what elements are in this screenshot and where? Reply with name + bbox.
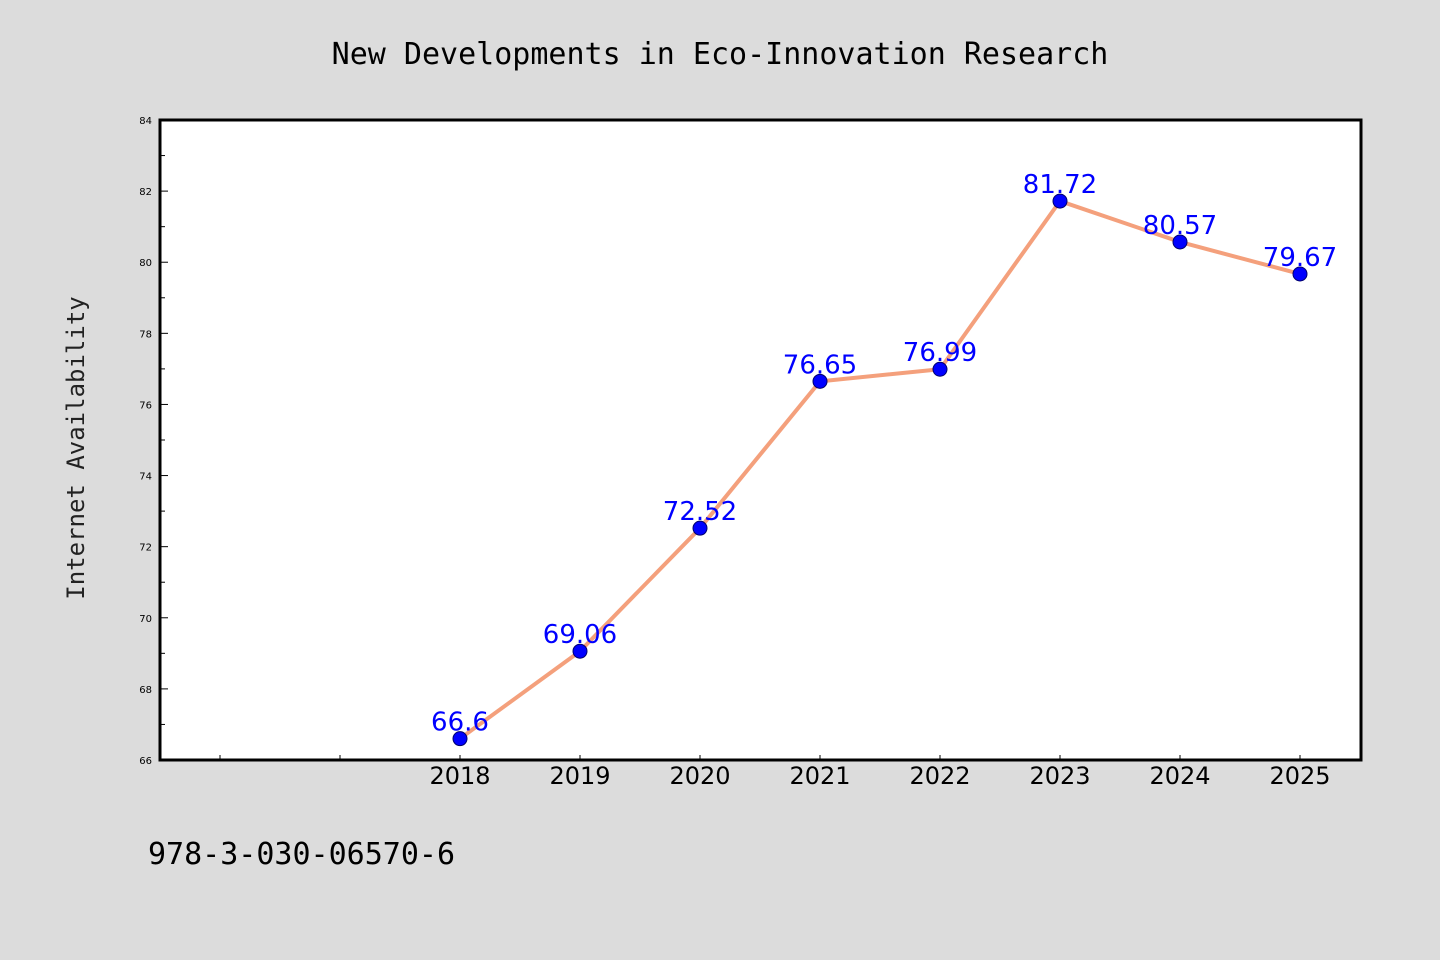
x-tick-label: 2023 [1029,762,1090,790]
data-label-layer: 66.6 69.06 72.52 76.65 76.99 81.72 80.57 79.67 [431,170,1337,738]
data-point [932,361,948,377]
plot-area [158,118,1363,762]
y-axis: 66 68 70 72 74 76 78 80 82 84 [139,116,168,767]
data-label: 79.67 [1263,243,1337,273]
data-label: 80.57 [1143,211,1217,241]
data-label: 69.06 [543,620,617,650]
data-label: 76.99 [903,338,977,368]
x-tick-label: 2022 [909,762,970,790]
data-point [1172,234,1188,250]
y-axis-label: Internet Availability [62,296,90,599]
y-tick-label: 74 [139,472,152,483]
data-point [1052,193,1068,209]
y-tick-label: 82 [139,187,152,198]
x-axis: 2018 2019 2020 2021 2022 2023 2024 2025 [219,755,1331,790]
x-tick-label: 2018 [429,762,490,790]
x-tick-label: 2020 [669,762,730,790]
x-tick-label: 2024 [1149,762,1210,790]
data-label: 72.52 [663,497,737,527]
y-tick-label: 72 [139,543,152,554]
y-tick-label: 70 [139,614,152,625]
x-tick-label: 2021 [789,762,850,790]
y-tick-label: 76 [139,400,152,411]
series-layer [452,193,1308,747]
y-tick-label: 80 [139,258,152,269]
series-line [458,199,1302,741]
data-point [1292,266,1308,282]
x-tick-label: 2019 [549,762,610,790]
data-label: 66.6 [431,708,489,738]
data-point [692,520,708,536]
footer-isbn: 978-3-030-06570-6 [148,837,455,872]
y-tick-label: 66 [139,756,152,767]
y-tick-label: 78 [139,329,152,340]
x-tick-label: 2025 [1269,762,1330,790]
data-point [452,731,468,747]
data-point [572,643,588,659]
data-point [812,373,828,389]
data-label: 76.65 [783,350,857,380]
chart-title: New Developments in Eco-Innovation Resea… [332,37,1109,72]
data-label: 81.72 [1023,170,1097,200]
y-tick-label: 68 [139,685,152,696]
y-tick-label: 84 [139,116,152,127]
